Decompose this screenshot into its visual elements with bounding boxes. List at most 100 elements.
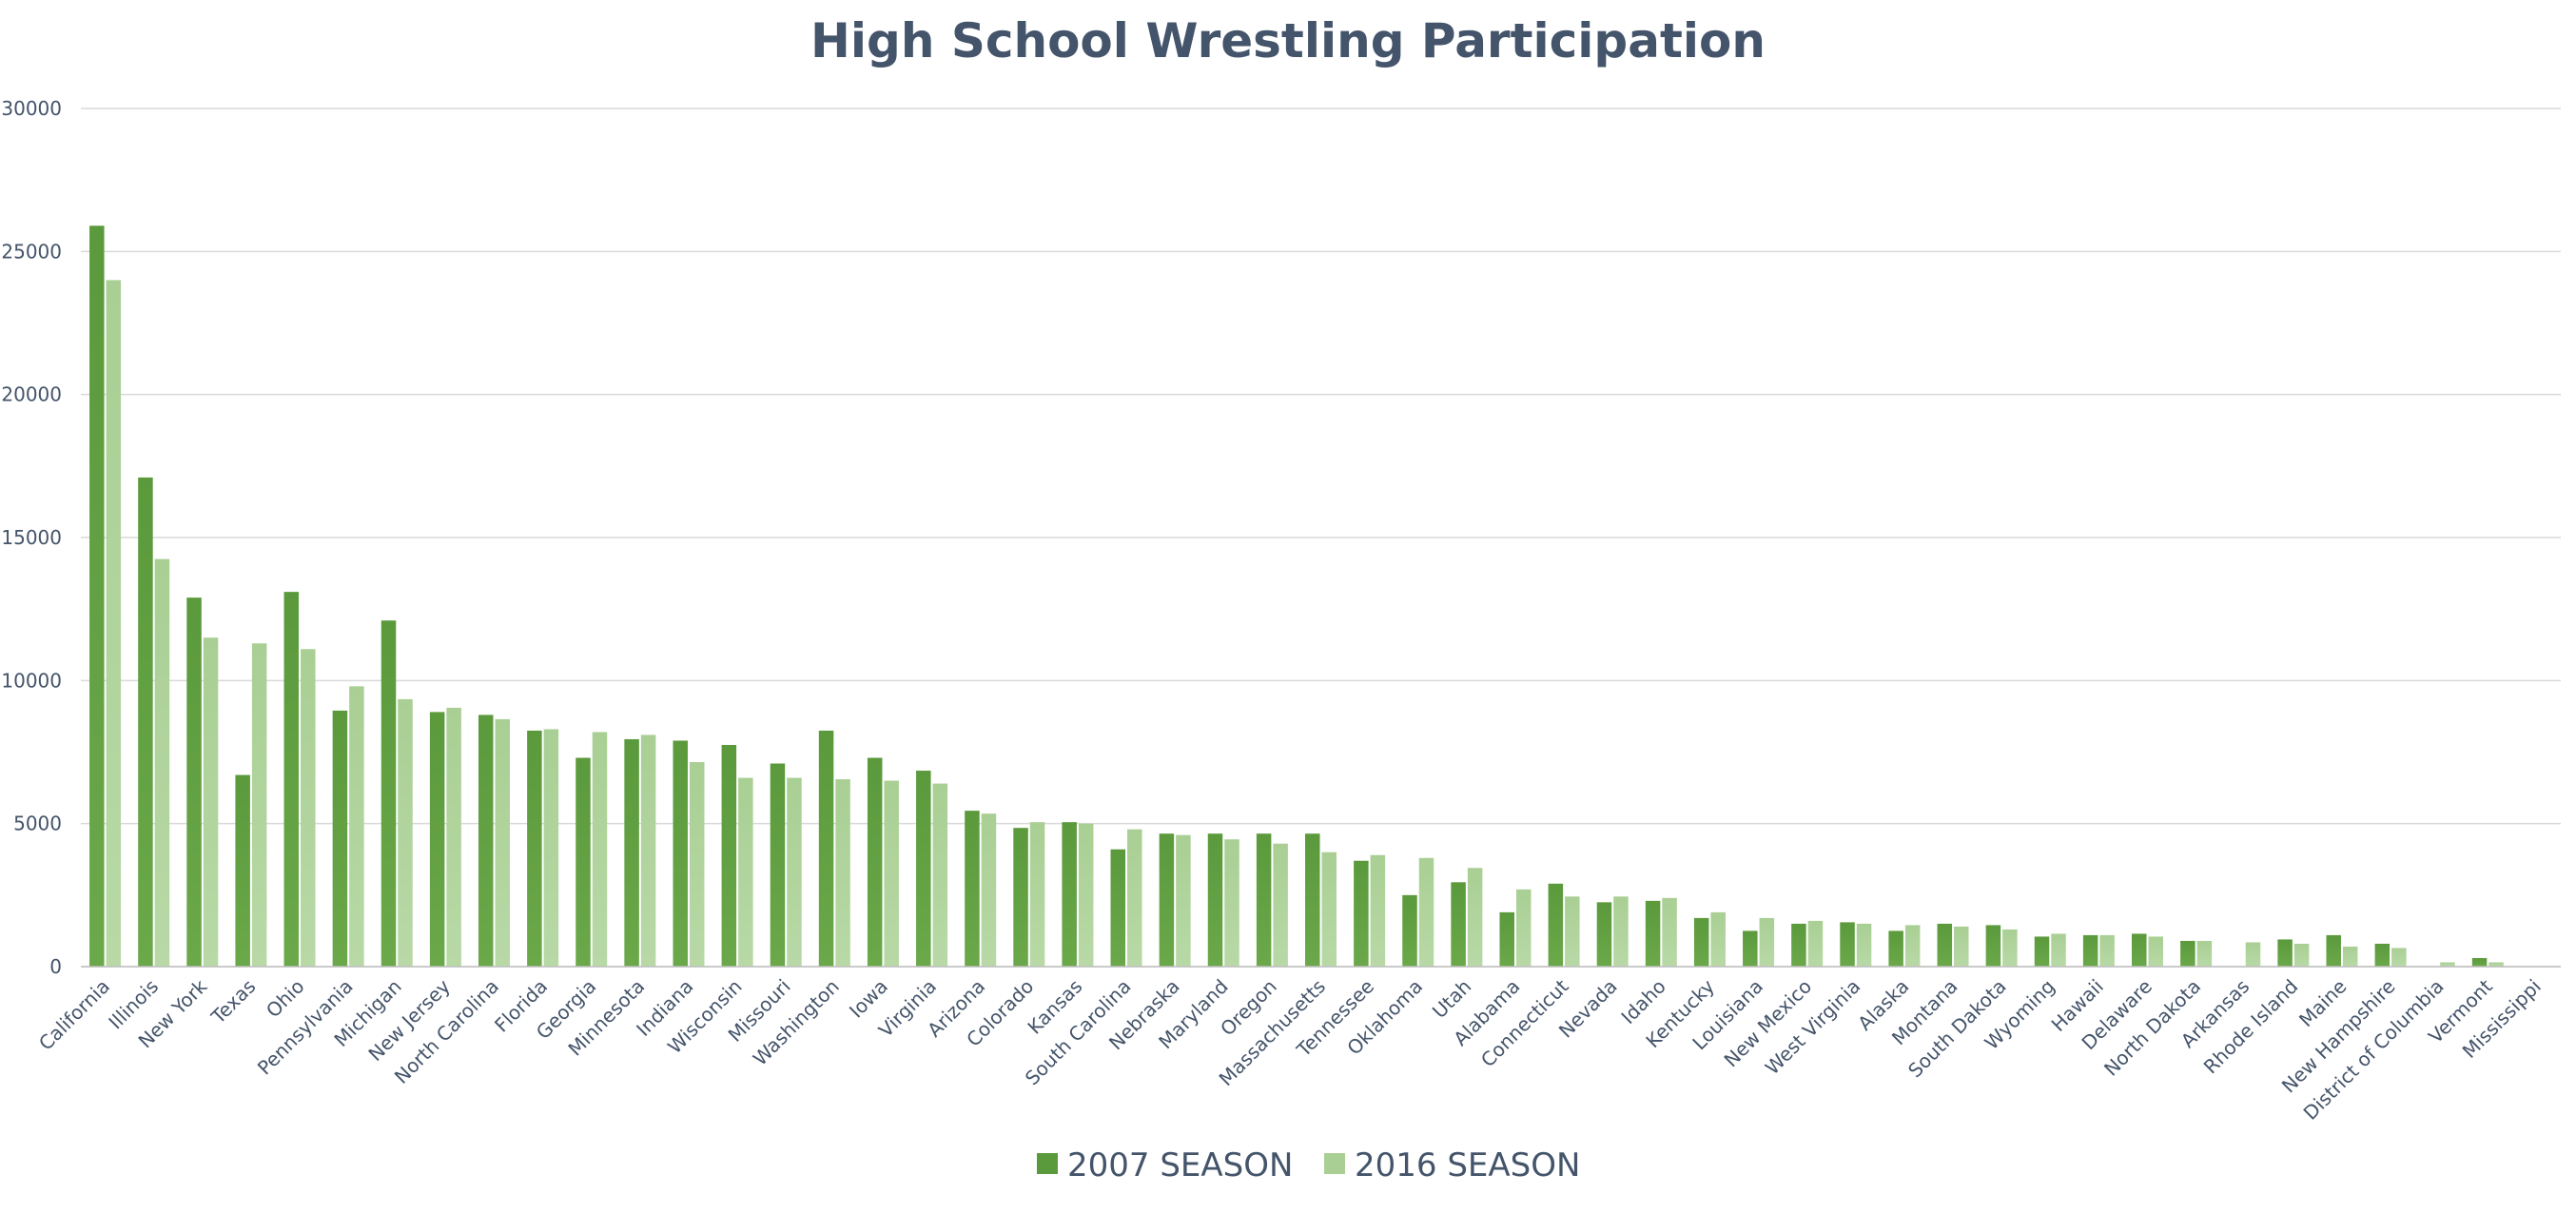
bar-2016: [1418, 857, 1434, 967]
bar-2016: [495, 718, 510, 967]
x-tick-label: California: [34, 975, 114, 1055]
bar-2016: [251, 643, 267, 967]
bar-2007: [1451, 882, 1466, 967]
y-tick-label: 20000: [1, 383, 62, 406]
bar-2007: [818, 730, 834, 967]
bar-2016: [1515, 889, 1532, 967]
bar-2007: [1693, 917, 1709, 967]
bar-2016: [2148, 936, 2163, 967]
bar-2007: [283, 592, 300, 967]
y-tick-label: 10000: [1, 669, 62, 692]
bar-2016: [349, 686, 364, 967]
bar-2016: [2002, 929, 2018, 967]
legend-label-2016: 2016 SEASON: [1355, 1146, 1580, 1185]
bar-2007: [624, 738, 639, 967]
bar-2016: [738, 777, 753, 967]
bar-2007: [721, 744, 737, 967]
y-tick-label: 25000: [1, 240, 62, 263]
bar-2007: [1207, 833, 1223, 967]
bar-2016: [2440, 962, 2455, 967]
bar-2016: [2051, 933, 2066, 967]
chart-title: High School Wrestling Participation: [810, 13, 1766, 69]
bar-2016: [543, 729, 559, 967]
bar-2007: [1499, 911, 1514, 967]
legend-label-2007: 2007 SEASON: [1067, 1146, 1293, 1185]
bar-2016: [2245, 942, 2261, 967]
bar-2007: [965, 811, 980, 967]
bar-2016: [301, 649, 316, 967]
bar-2007: [867, 757, 883, 967]
bar-2016: [1273, 843, 1288, 967]
legend-swatch-2016: [1324, 1153, 1345, 1174]
bar-2016: [2196, 940, 2213, 967]
x-tick-label: Texas: [206, 975, 261, 1029]
bar-2007: [1305, 833, 1320, 967]
bar-2007: [1791, 923, 1806, 967]
bar-2007: [2034, 936, 2050, 967]
bar-2007: [429, 712, 445, 967]
bar-2016: [1176, 834, 1191, 967]
bar-2016: [1565, 896, 1580, 967]
bar-2016: [787, 777, 802, 967]
bar-2007: [2326, 934, 2341, 967]
bar-2016: [446, 707, 461, 967]
bar-2016: [1710, 911, 1726, 967]
bar-2007: [1062, 822, 1077, 967]
bar-2016: [1467, 868, 1483, 967]
bar-2016: [203, 637, 219, 967]
bar-2016: [1370, 854, 1386, 967]
bar-2007: [673, 740, 688, 967]
bar-2007: [770, 763, 786, 967]
bar-2007: [1985, 925, 2001, 967]
bar-2007: [1645, 900, 1661, 967]
bar-2007: [1888, 930, 1903, 967]
bar-2007: [1256, 833, 1272, 967]
bar-2016: [884, 780, 899, 967]
bar-2007: [1840, 922, 1855, 967]
bar-2016: [1856, 923, 1872, 967]
bar-2007: [916, 771, 931, 967]
bar-2016: [1954, 926, 1969, 967]
bar-2007: [1013, 828, 1028, 967]
bar-2016: [592, 732, 608, 967]
bar-2007: [576, 757, 591, 967]
bar-2016: [1904, 925, 1921, 967]
bar-2016: [1613, 896, 1629, 967]
bar-2016: [2342, 946, 2358, 967]
bar-2016: [2099, 934, 2115, 967]
bar-2016: [1029, 822, 1045, 967]
bar-2016: [1662, 897, 1677, 967]
bar-2016: [2293, 943, 2310, 967]
bar-2016: [1321, 852, 1337, 967]
bar-2016: [689, 762, 705, 967]
bar-2007: [2471, 957, 2488, 967]
bar-2016: [398, 698, 413, 967]
bar-2016: [640, 734, 656, 967]
bar-2016: [1127, 829, 1142, 967]
bar-2007: [1110, 849, 1126, 967]
bar-2016: [2488, 962, 2504, 967]
y-tick-label: 30000: [1, 97, 62, 120]
bar-2016: [1078, 823, 1094, 967]
bar-2007: [1548, 883, 1564, 967]
bar-2016: [1759, 917, 1775, 967]
bar-2007: [527, 730, 542, 967]
bar-2016: [106, 280, 122, 967]
bar-2007: [186, 597, 202, 967]
bar-2007: [478, 715, 494, 967]
bar-2016: [835, 779, 850, 967]
legend-swatch-2007: [1037, 1153, 1058, 1174]
y-tick-label: 0: [49, 955, 62, 978]
bar-2016: [981, 813, 997, 967]
bar-2016: [932, 783, 948, 967]
bar-2007: [1937, 923, 1953, 967]
bar-2007: [1596, 902, 1612, 967]
bar-2016: [2391, 948, 2407, 967]
y-tick-label: 15000: [1, 526, 62, 549]
y-tick-label: 5000: [13, 813, 62, 835]
bar-2007: [2374, 943, 2391, 967]
bar-2007: [1159, 833, 1175, 967]
bar-2007: [235, 774, 250, 967]
bar-2007: [2277, 939, 2293, 967]
